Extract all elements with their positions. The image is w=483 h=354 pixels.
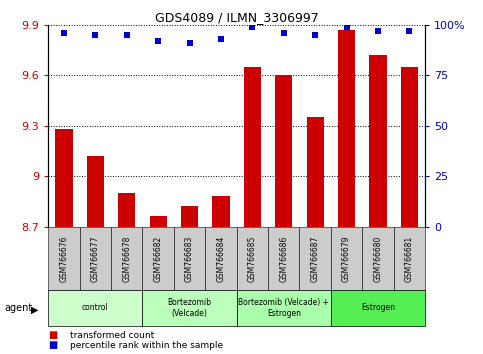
Bar: [205, 227, 237, 290]
Bar: [118, 193, 135, 227]
Point: [374, 28, 382, 34]
Text: GSM766687: GSM766687: [311, 235, 320, 282]
Text: ■: ■: [48, 330, 57, 340]
Title: GDS4089 / ILMN_3306997: GDS4089 / ILMN_3306997: [155, 11, 319, 24]
Text: ■: ■: [48, 341, 57, 350]
Point: [123, 32, 131, 38]
Bar: [362, 227, 394, 290]
Point: [312, 32, 319, 38]
Bar: [331, 290, 425, 326]
Point: [92, 32, 99, 38]
Text: control: control: [82, 303, 109, 313]
Text: percentile rank within the sample: percentile rank within the sample: [70, 342, 223, 350]
Text: GSM766683: GSM766683: [185, 235, 194, 282]
Bar: [48, 227, 80, 290]
Text: GSM766686: GSM766686: [279, 235, 288, 282]
Text: GSM766682: GSM766682: [154, 235, 163, 281]
Bar: [394, 227, 425, 290]
Bar: [213, 196, 229, 227]
Text: ▶: ▶: [31, 305, 39, 315]
Text: agent: agent: [5, 303, 33, 313]
Bar: [268, 227, 299, 290]
Bar: [237, 227, 268, 290]
Bar: [142, 227, 174, 290]
Text: Estrogen: Estrogen: [361, 303, 395, 313]
Bar: [237, 290, 331, 326]
Text: GSM766679: GSM766679: [342, 235, 351, 282]
Bar: [181, 206, 198, 227]
Bar: [244, 67, 261, 227]
Text: transformed count: transformed count: [70, 331, 154, 340]
Point: [60, 30, 68, 36]
Point: [186, 40, 194, 46]
Bar: [80, 227, 111, 290]
Text: GSM766677: GSM766677: [91, 235, 100, 282]
Bar: [150, 217, 167, 227]
Bar: [275, 75, 292, 227]
Point: [155, 38, 162, 44]
Bar: [299, 227, 331, 290]
Bar: [338, 30, 355, 227]
Bar: [87, 156, 104, 227]
Bar: [111, 227, 142, 290]
Bar: [307, 117, 324, 227]
Bar: [48, 290, 142, 326]
Point: [343, 24, 351, 30]
Bar: [401, 67, 418, 227]
Text: Bortezomib (Velcade) +
Estrogen: Bortezomib (Velcade) + Estrogen: [238, 298, 329, 318]
Text: GSM766680: GSM766680: [373, 235, 383, 282]
Point: [280, 30, 288, 36]
Point: [249, 24, 256, 30]
Text: GSM766676: GSM766676: [59, 235, 69, 282]
Bar: [56, 129, 72, 227]
Point: [406, 28, 413, 34]
Text: Bortezomib
(Velcade): Bortezomib (Velcade): [168, 298, 212, 318]
Point: [217, 36, 225, 42]
Text: GSM766681: GSM766681: [405, 235, 414, 281]
Text: GSM766678: GSM766678: [122, 235, 131, 282]
Bar: [369, 55, 386, 227]
Text: GSM766685: GSM766685: [248, 235, 257, 282]
Bar: [142, 290, 237, 326]
Bar: [331, 227, 362, 290]
Bar: [174, 227, 205, 290]
Text: GSM766684: GSM766684: [216, 235, 226, 282]
